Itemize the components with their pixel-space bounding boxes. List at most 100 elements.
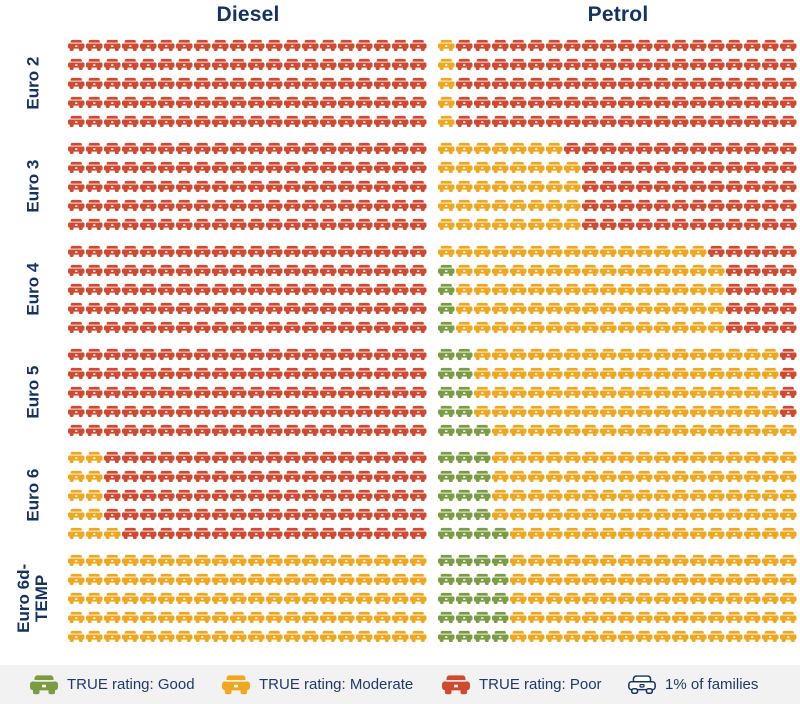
car-cell-poor — [374, 421, 392, 440]
car-icon — [546, 592, 563, 605]
car-cell-poor — [654, 139, 672, 158]
car-cell-poor — [140, 467, 158, 486]
car-icon — [546, 424, 563, 437]
car-cell-moderate — [564, 261, 582, 280]
car-icon — [708, 115, 725, 128]
car-icon — [636, 58, 653, 71]
car-icon — [546, 39, 563, 52]
car-cell-poor — [780, 36, 798, 55]
car-icon — [600, 321, 617, 334]
car-cell-poor — [356, 112, 374, 131]
car-icon — [636, 264, 653, 277]
car-cell-poor — [780, 242, 798, 261]
car-icon — [456, 348, 473, 361]
car-cell-moderate — [708, 467, 726, 486]
car-icon — [744, 405, 761, 418]
car-cell-poor — [284, 364, 302, 383]
car-icon — [654, 39, 671, 52]
car-cell-moderate — [654, 345, 672, 364]
car-cell-moderate — [636, 448, 654, 467]
car-cell-moderate — [212, 570, 230, 589]
car-cell-poor — [600, 196, 618, 215]
car-icon — [762, 302, 779, 315]
car-cell-moderate — [86, 589, 104, 608]
car-icon — [672, 58, 689, 71]
car-cell-moderate — [762, 421, 780, 440]
car-cell-good — [438, 551, 456, 570]
car-cell-moderate — [546, 570, 564, 589]
car-icon — [744, 245, 761, 258]
car-cell-moderate — [618, 467, 636, 486]
car-icon — [744, 283, 761, 296]
car-cell-moderate — [636, 570, 654, 589]
car-cell-moderate — [744, 524, 762, 543]
car-icon — [374, 386, 391, 399]
car-cell-poor — [194, 467, 212, 486]
car-icon — [176, 245, 193, 258]
car-icon — [392, 611, 409, 624]
car-cell-poor — [158, 74, 176, 93]
car-cell-poor — [762, 36, 780, 55]
car-icon — [266, 573, 283, 586]
car-cell-poor — [338, 55, 356, 74]
car-cell-moderate — [726, 627, 744, 646]
car-icon — [104, 161, 121, 174]
car-cell-moderate — [708, 486, 726, 505]
car-cell-moderate — [68, 627, 86, 646]
car-cell-poor — [140, 448, 158, 467]
car-icon — [744, 302, 761, 315]
car-icon — [302, 470, 319, 483]
car-cell-moderate — [546, 158, 564, 177]
car-cell-good — [456, 608, 474, 627]
car-cell-poor — [158, 505, 176, 524]
car-cell-poor — [176, 505, 194, 524]
car-icon — [438, 264, 455, 277]
car-cell-moderate — [708, 570, 726, 589]
car-icon — [176, 405, 193, 418]
car-cell-poor — [392, 505, 410, 524]
car-cell-moderate — [600, 364, 618, 383]
car-cell-moderate — [672, 318, 690, 337]
car-cell-moderate — [438, 158, 456, 177]
car-icon — [618, 451, 635, 464]
car-cell-poor — [266, 93, 284, 112]
car-cell-moderate — [726, 402, 744, 421]
car-icon — [708, 527, 725, 540]
car-icon — [176, 451, 193, 464]
car-cell-poor — [176, 299, 194, 318]
car-icon — [654, 96, 671, 109]
car-icon — [582, 611, 599, 624]
car-icon — [212, 508, 229, 521]
car-icon — [212, 321, 229, 334]
car-cell-poor — [158, 36, 176, 55]
car-cell-poor — [212, 139, 230, 158]
car-icon — [194, 367, 211, 380]
car-icon — [690, 424, 707, 437]
car-icon — [456, 367, 473, 380]
car-cell-good — [492, 570, 510, 589]
car-icon — [600, 348, 617, 361]
car-cell-moderate — [780, 608, 798, 627]
car-icon — [392, 527, 409, 540]
car-icon — [636, 142, 653, 155]
car-icon — [456, 142, 473, 155]
car-icon — [744, 321, 761, 334]
car-cell-poor — [212, 402, 230, 421]
car-icon — [68, 630, 85, 643]
car-icon — [654, 554, 671, 567]
car-cell-poor — [374, 215, 392, 234]
car-cell-poor — [356, 36, 374, 55]
car-cell-poor — [356, 261, 374, 280]
car-cell-moderate — [636, 364, 654, 383]
car-cell-poor — [284, 467, 302, 486]
car-cell-poor — [374, 196, 392, 215]
car-icon — [546, 508, 563, 521]
car-cell-moderate — [338, 589, 356, 608]
column-title-diesel: Diesel — [216, 3, 280, 26]
car-icon — [708, 161, 725, 174]
car-cell-poor — [780, 55, 798, 74]
car-icon — [708, 321, 725, 334]
car-icon — [248, 592, 265, 605]
car-icon — [456, 218, 473, 231]
car-cell-poor — [302, 177, 320, 196]
